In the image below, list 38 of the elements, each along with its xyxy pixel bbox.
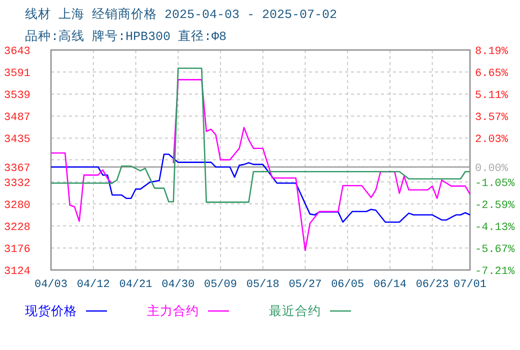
y2-tick-label: -1.05% [475, 178, 516, 190]
y-tick-label: 3124 [4, 266, 31, 278]
y2-tick-label: -2.59% [475, 200, 516, 212]
x-tick-label: 04/21 [119, 279, 153, 291]
x-tick-label: 04/03 [34, 279, 68, 291]
x-tick-label: 06/23 [416, 279, 449, 291]
y-tick-label: 3539 [4, 90, 30, 102]
x-tick-label: 06/05 [331, 279, 364, 291]
y2-tick-label: 2.03% [475, 134, 508, 146]
y-tick-label: 3176 [4, 244, 30, 256]
y-tick-label: 3591 [4, 68, 31, 80]
legend-label: 最近合约 [269, 304, 321, 319]
legend-label: 主力合约 [147, 303, 199, 319]
y2-tick-label: 6.65% [475, 68, 508, 80]
chart-title: 线材 上海 经销商价格 2025-04-03 - 2025-07-02 [25, 7, 338, 22]
y-tick-label: 3435 [4, 134, 30, 146]
x-tick-label: 05/27 [288, 279, 322, 291]
x-tick-label: 06/14 [373, 279, 407, 291]
x-tick-label: 04/12 [76, 279, 110, 291]
y-tick-label: 3643 [4, 46, 30, 58]
y-tick-label: 3332 [4, 178, 30, 190]
y2-tick-label: 3.57% [475, 112, 508, 124]
y2-tick-label: -7.21% [475, 266, 516, 278]
y2-tick-label: 8.19% [475, 46, 508, 58]
x-tick-label: 05/09 [204, 279, 237, 291]
y-tick-label: 3367 [4, 162, 30, 175]
y2-tick-label: -5.67% [475, 244, 516, 256]
x-tick-label: 04/30 [162, 279, 195, 291]
chart-subtitle: 品种:高线 牌号:HPB300 直径:Φ8 [25, 28, 227, 44]
legend-label: 现货价格 [25, 304, 77, 319]
y2-tick-label: -4.13% [475, 222, 516, 234]
y-tick-label: 3487 [4, 112, 30, 124]
y2-tick-label: 0.00% [475, 163, 508, 175]
x-tick-label: 07/01 [453, 279, 487, 291]
y-tick-label: 3228 [4, 222, 30, 234]
y2-tick-label: 5.11% [475, 90, 508, 102]
y-tick-label: 3280 [4, 200, 30, 212]
x-tick-label: 05/18 [246, 279, 280, 291]
